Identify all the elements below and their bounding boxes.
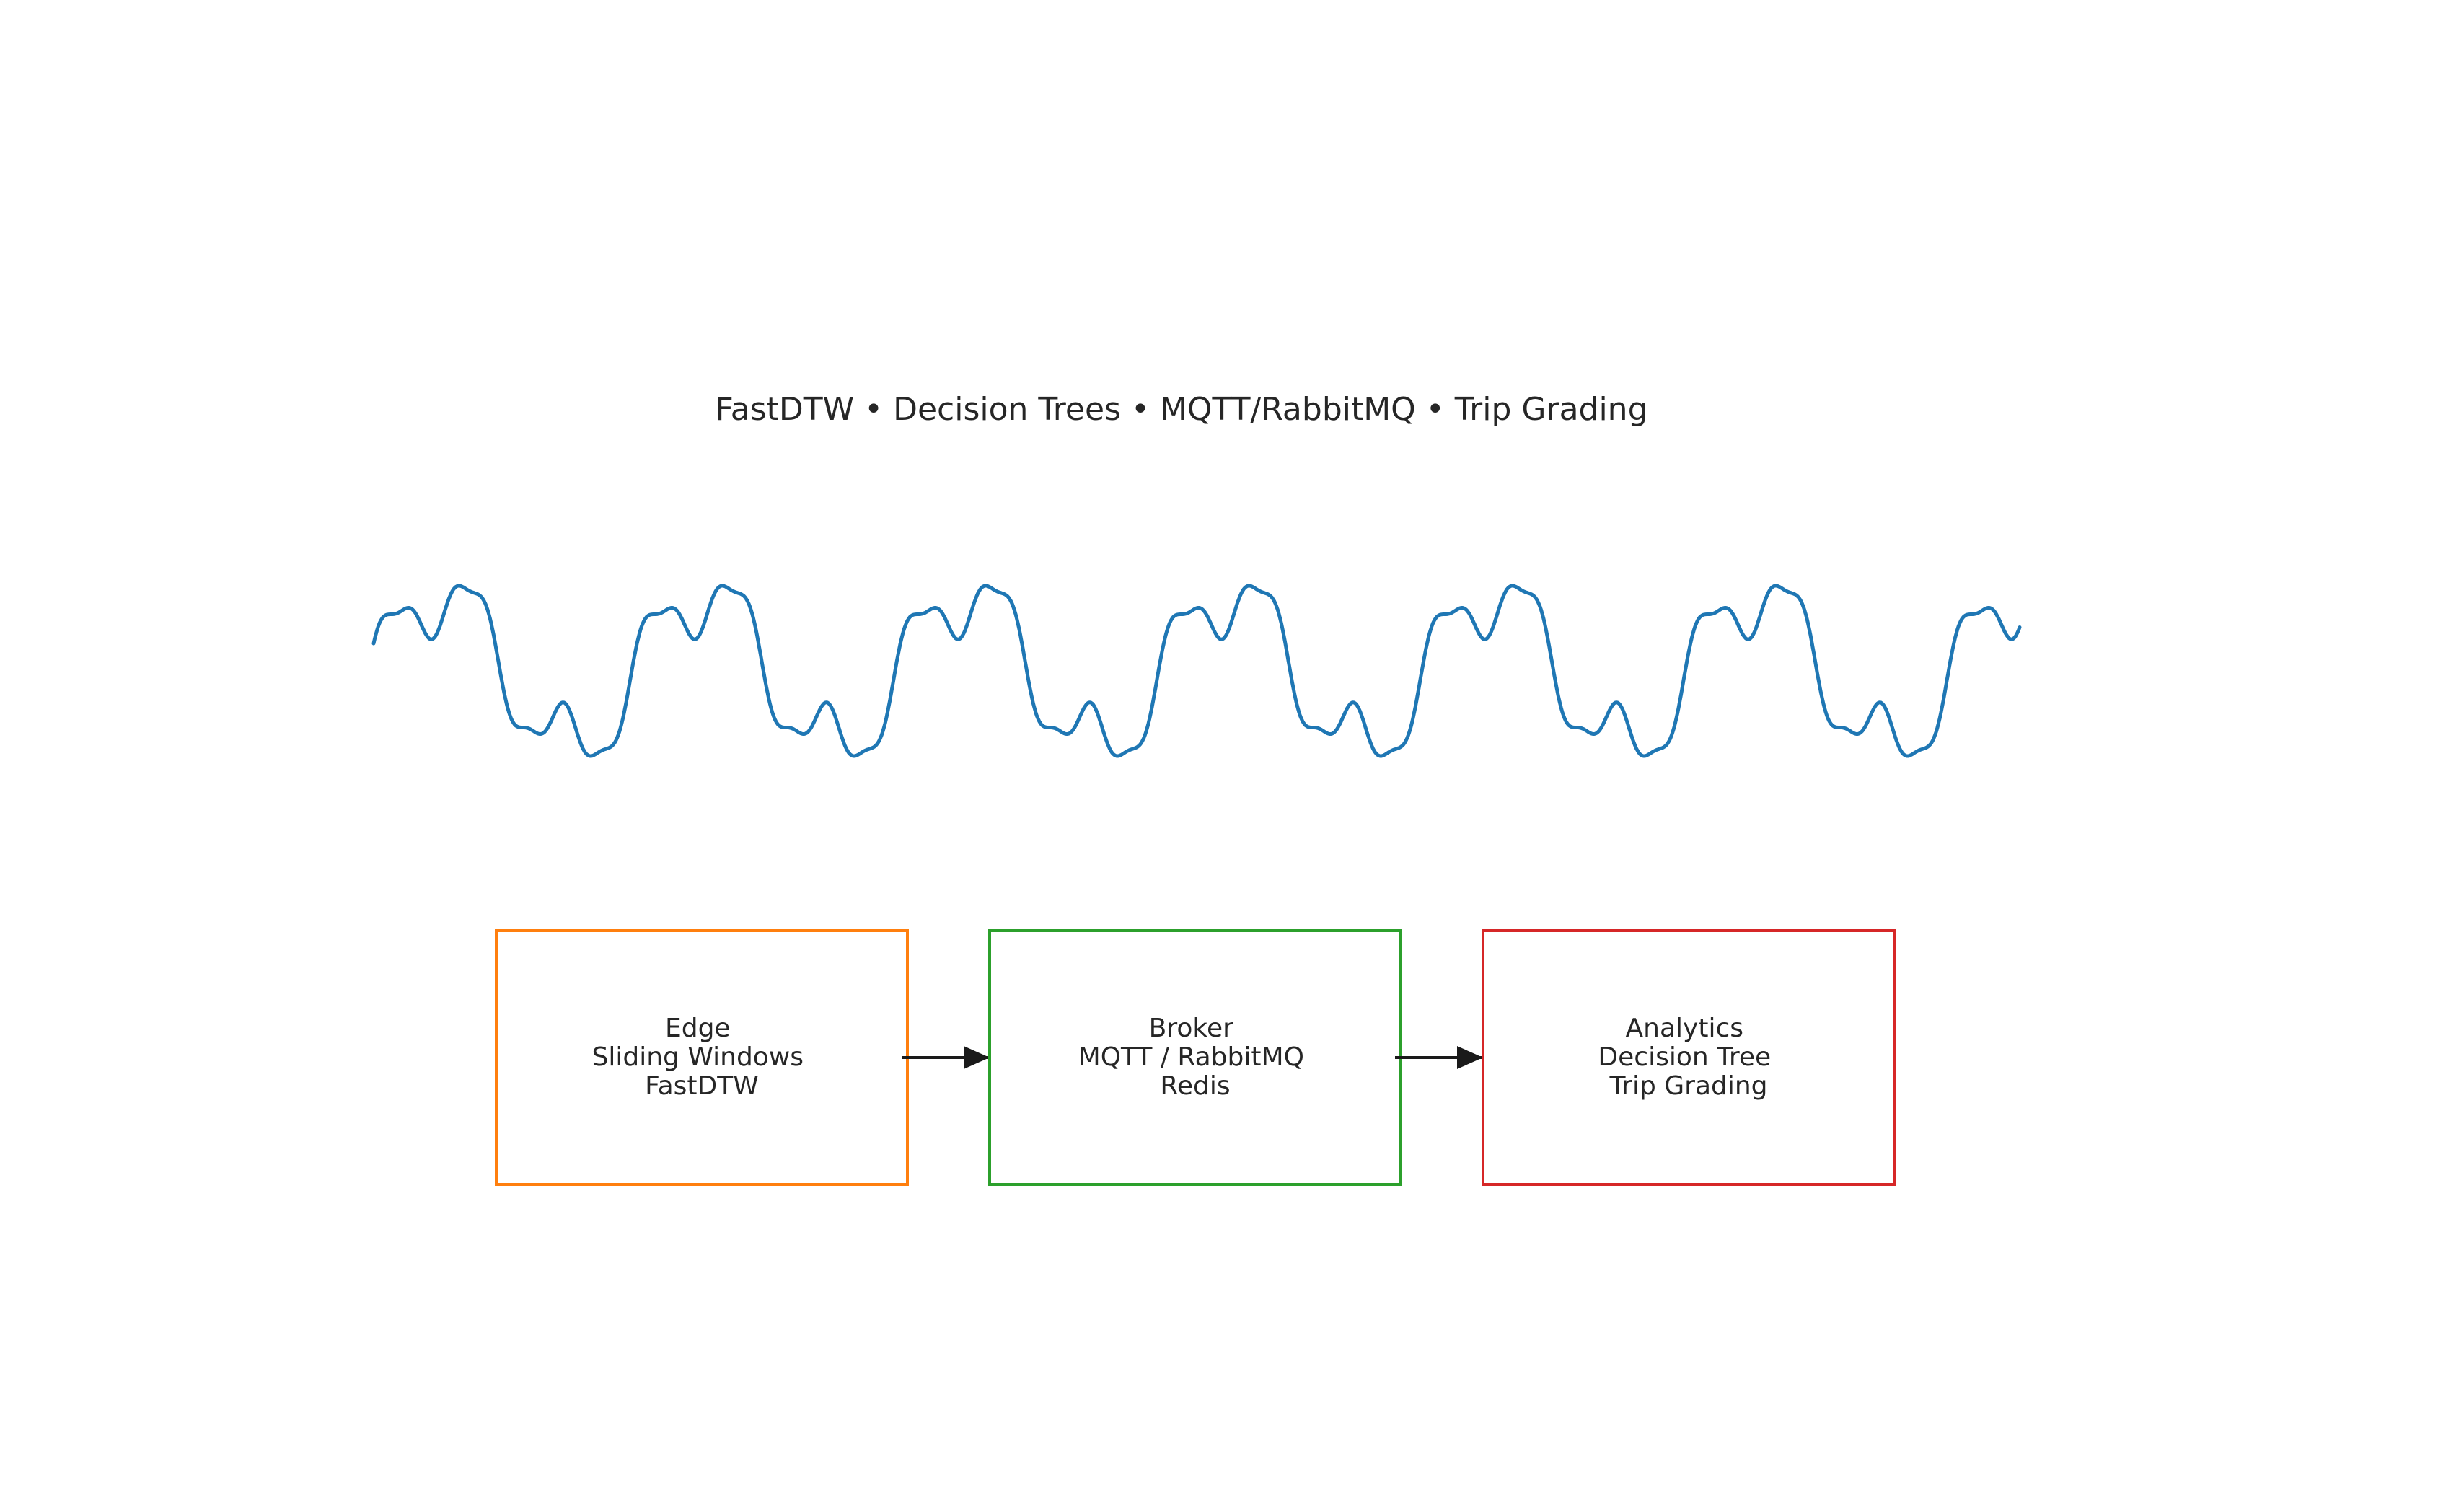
edge-box-title: Edge [665, 1014, 731, 1043]
analytics-box-line-2: Decision Tree [1598, 1042, 1771, 1072]
svg-text:Broker MQTT / RabbitMQ: Broker MQTT / RabbitMQ Redis [1078, 1014, 1313, 1101]
edge-box-line-2: Sliding Windows [592, 1042, 804, 1072]
analytics-box-line-3: Trip Grading [1609, 1071, 1767, 1101]
diagram-subtitle: FastDTW • Decision Trees • MQTT/RabbitMQ… [715, 391, 1648, 428]
broker-box-line-3: Redis [1160, 1071, 1230, 1101]
edge-box-line-3: FastDTW [645, 1071, 759, 1101]
analytics-stage-box: Analytics Decision Tree Trip Grading [1482, 929, 1896, 1186]
broker-box-title: Broker [1149, 1014, 1233, 1043]
broker-stage-box: Broker MQTT / RabbitMQ Redis [988, 929, 1402, 1186]
broker-box-line-2: MQTT / RabbitMQ [1078, 1042, 1304, 1072]
svg-text:Edge Sliding Windows: Edge Sliding Windows FastDTW [592, 1014, 812, 1101]
edge-stage-box: Edge Sliding Windows FastDTW [495, 929, 909, 1186]
sensor-signal-waveform [371, 584, 2022, 758]
analytics-box-title: Analytics [1626, 1014, 1743, 1043]
analytics-box-frame [1482, 929, 1896, 1186]
svg-text:Analytics Decision Tree: Analytics Decision Tree Trip Grading [1598, 1014, 1779, 1101]
